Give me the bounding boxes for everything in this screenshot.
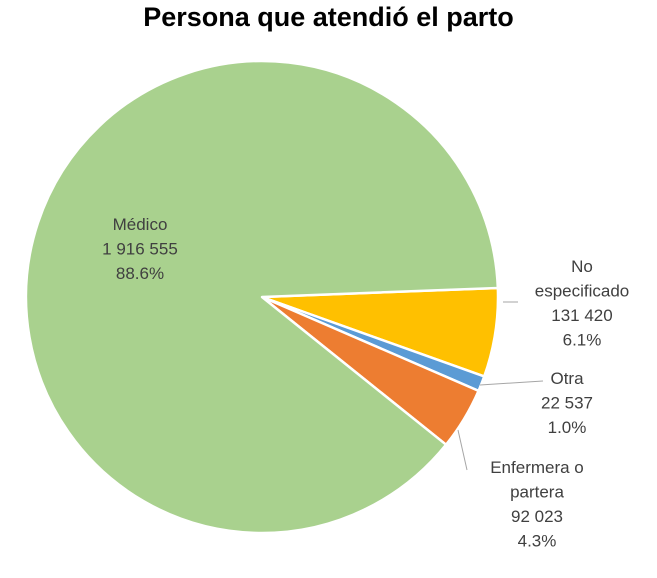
pie-slice-medico xyxy=(24,59,500,535)
data-label-medico: Médico 1 916 555 88.6% xyxy=(102,215,178,283)
data-label-no-especificado: No especificado 131 420 6.1% xyxy=(535,257,630,350)
chart-title: Persona que atendió el parto xyxy=(143,2,514,32)
leader-line-enfermera-o-partera xyxy=(457,429,468,471)
leader-line-otra xyxy=(479,380,544,386)
data-label-otra: Otra 22 537 1.0% xyxy=(541,369,593,437)
data-label-enfermera-o-partera: Enfermera o partera 92 023 4.3% xyxy=(490,458,584,551)
